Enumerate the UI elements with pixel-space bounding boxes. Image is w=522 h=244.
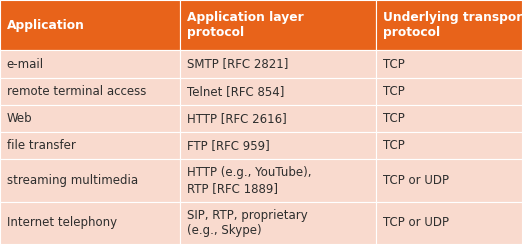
Text: Application layer
protocol: Application layer protocol xyxy=(187,11,304,40)
Text: TCP: TCP xyxy=(383,139,405,152)
Text: TCP: TCP xyxy=(383,85,405,98)
Bar xyxy=(376,202,522,244)
Text: FTP [RFC 959]: FTP [RFC 959] xyxy=(187,139,270,152)
Bar xyxy=(0,51,180,78)
Bar xyxy=(376,0,522,51)
Text: file transfer: file transfer xyxy=(7,139,76,152)
Bar xyxy=(0,132,180,159)
Text: Internet telephony: Internet telephony xyxy=(7,216,117,229)
Bar xyxy=(0,159,180,202)
Text: TCP: TCP xyxy=(383,58,405,71)
Bar xyxy=(0,78,180,105)
Text: streaming multimedia: streaming multimedia xyxy=(7,174,138,187)
Text: remote terminal access: remote terminal access xyxy=(7,85,146,98)
Bar xyxy=(376,132,522,159)
Text: Underlying transport
protocol: Underlying transport protocol xyxy=(383,11,522,40)
Bar xyxy=(180,105,376,132)
Bar xyxy=(180,202,376,244)
Text: SMTP [RFC 2821]: SMTP [RFC 2821] xyxy=(187,58,288,71)
Text: TCP or UDP: TCP or UDP xyxy=(383,174,448,187)
Bar xyxy=(180,0,376,51)
Text: e-mail: e-mail xyxy=(7,58,44,71)
Bar xyxy=(376,78,522,105)
Bar xyxy=(180,132,376,159)
Bar xyxy=(376,105,522,132)
Text: TCP or UDP: TCP or UDP xyxy=(383,216,448,229)
Bar xyxy=(0,105,180,132)
Bar xyxy=(180,78,376,105)
Text: HTTP (e.g., YouTube),
RTP [RFC 1889]: HTTP (e.g., YouTube), RTP [RFC 1889] xyxy=(187,166,312,195)
Bar xyxy=(0,0,180,51)
Text: Telnet [RFC 854]: Telnet [RFC 854] xyxy=(187,85,284,98)
Bar xyxy=(180,159,376,202)
Text: TCP: TCP xyxy=(383,112,405,125)
Bar xyxy=(0,202,180,244)
Text: Application: Application xyxy=(7,19,85,32)
Text: SIP, RTP, proprietary
(e.g., Skype): SIP, RTP, proprietary (e.g., Skype) xyxy=(187,209,307,237)
Bar xyxy=(376,51,522,78)
Text: Web: Web xyxy=(7,112,32,125)
Bar xyxy=(376,159,522,202)
Bar xyxy=(180,51,376,78)
Text: HTTP [RFC 2616]: HTTP [RFC 2616] xyxy=(187,112,287,125)
